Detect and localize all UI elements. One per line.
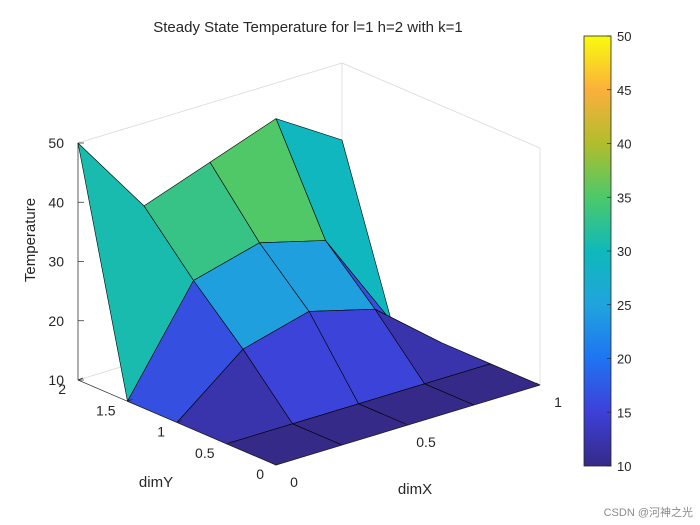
y-tick-label: 0	[256, 466, 264, 482]
z-tick-label: 20	[48, 313, 64, 329]
y-tick-label: 2	[58, 381, 66, 397]
x-tick-mark	[403, 422, 409, 426]
colorbar-tick-label: 20	[617, 352, 631, 367]
colorbar-tick-label: 25	[617, 298, 631, 313]
colorbar-tick-label: 10	[617, 459, 631, 474]
x-tick-mark	[271, 462, 277, 466]
box-edge-4	[341, 62, 541, 149]
x-tick-label: 0.5	[416, 434, 436, 450]
chart-title: Steady State Temperature for l=1 h=2 wit…	[153, 19, 463, 36]
y-axis-label: dimY	[139, 474, 173, 491]
box-edge-3	[77, 62, 343, 144]
x-tick-label: 0	[290, 474, 298, 490]
x-tick-label: 1	[554, 394, 562, 410]
z-tick-label: 30	[48, 254, 64, 270]
colorbar-tick-label: 30	[617, 244, 631, 259]
y-tick-mark	[176, 420, 183, 423]
colorbar-ticks: 10 15 20 25 30 35 40 45 50	[607, 29, 631, 474]
colorbar: 10 15 20 25 30 35 40 45 50	[583, 29, 631, 474]
z-tick-label: 10	[48, 372, 64, 388]
x-axis-label: dimX	[398, 481, 432, 498]
colorbar-tick-label: 35	[617, 190, 631, 205]
y-tick-label: 0.5	[195, 445, 215, 461]
y-tick-mark	[226, 441, 232, 445]
y-tick-label: 1.5	[96, 402, 116, 418]
y-tick-mark	[275, 462, 282, 466]
x-tick-mark	[535, 382, 541, 386]
z-axis-label: Temperature	[22, 198, 39, 282]
z-tick-label: 50	[48, 135, 64, 151]
y-tick-label: 1	[157, 424, 165, 440]
colorbar-tick-label: 45	[617, 83, 631, 98]
colorbar-tick-label: 40	[617, 137, 631, 152]
z-tick-label: 40	[48, 194, 64, 210]
colorbar-tick-label: 50	[617, 29, 631, 44]
y-tick-mark	[127, 398, 133, 402]
watermark: CSDN @河神之光	[604, 505, 693, 519]
colorbar-gradient	[583, 35, 612, 467]
colorbar-tick-label: 15	[617, 405, 631, 420]
surface-plot	[77, 118, 541, 466]
